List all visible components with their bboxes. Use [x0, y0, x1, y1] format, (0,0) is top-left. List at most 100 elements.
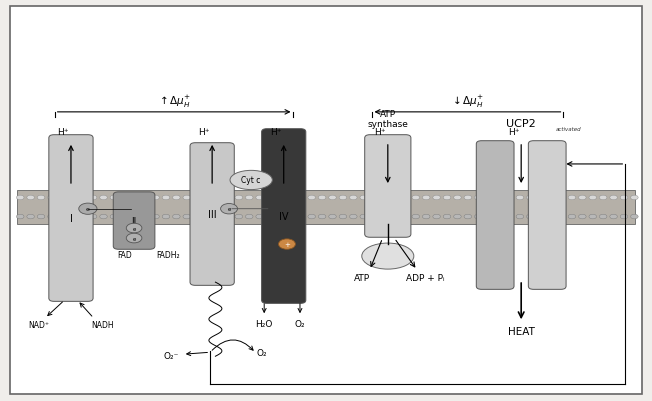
Circle shape	[121, 215, 128, 219]
Circle shape	[89, 215, 97, 219]
Circle shape	[454, 215, 461, 219]
Circle shape	[256, 215, 263, 219]
Circle shape	[27, 215, 35, 219]
Circle shape	[58, 196, 66, 200]
Circle shape	[225, 215, 232, 219]
Circle shape	[443, 215, 451, 219]
Text: III: III	[208, 209, 216, 219]
FancyBboxPatch shape	[49, 136, 93, 302]
Circle shape	[266, 196, 274, 200]
Circle shape	[527, 196, 534, 200]
Circle shape	[630, 215, 638, 219]
Text: e: e	[86, 207, 90, 212]
Circle shape	[547, 196, 555, 200]
Circle shape	[589, 196, 597, 200]
Circle shape	[79, 196, 87, 200]
Text: II: II	[132, 217, 137, 225]
Circle shape	[37, 215, 45, 219]
Text: +: +	[284, 241, 290, 247]
Circle shape	[297, 196, 305, 200]
Circle shape	[516, 215, 524, 219]
Circle shape	[589, 215, 597, 219]
Text: ATP
synthase: ATP synthase	[367, 110, 408, 129]
Circle shape	[454, 196, 461, 200]
Circle shape	[443, 196, 451, 200]
Circle shape	[141, 215, 149, 219]
Circle shape	[496, 196, 503, 200]
Circle shape	[402, 215, 409, 219]
Text: I: I	[70, 213, 72, 223]
FancyBboxPatch shape	[113, 192, 155, 250]
Circle shape	[599, 196, 607, 200]
Text: FAD: FAD	[117, 251, 132, 259]
Circle shape	[276, 215, 284, 219]
Circle shape	[360, 215, 368, 219]
Circle shape	[245, 196, 253, 200]
Circle shape	[599, 215, 607, 219]
Circle shape	[183, 196, 190, 200]
Text: e: e	[132, 236, 136, 241]
Circle shape	[194, 196, 201, 200]
Circle shape	[620, 196, 628, 200]
Circle shape	[68, 196, 76, 200]
Ellipse shape	[230, 171, 273, 190]
Text: O₂⁻: O₂⁻	[164, 351, 179, 360]
Circle shape	[506, 196, 513, 200]
Text: NAD⁺: NAD⁺	[28, 320, 49, 329]
Circle shape	[475, 215, 482, 219]
Circle shape	[422, 196, 430, 200]
Circle shape	[48, 196, 55, 200]
Ellipse shape	[362, 243, 414, 269]
Circle shape	[287, 196, 295, 200]
Circle shape	[537, 196, 544, 200]
Circle shape	[464, 215, 471, 219]
Circle shape	[68, 215, 76, 219]
Circle shape	[433, 196, 440, 200]
Circle shape	[89, 196, 97, 200]
Bar	[17, 190, 635, 225]
Circle shape	[126, 224, 142, 233]
Text: UCP2: UCP2	[507, 119, 536, 129]
Text: FADH₂: FADH₂	[156, 251, 180, 259]
Circle shape	[131, 215, 138, 219]
Text: e: e	[132, 226, 136, 231]
Circle shape	[610, 196, 617, 200]
Circle shape	[131, 196, 138, 200]
Circle shape	[568, 215, 576, 219]
Circle shape	[245, 215, 253, 219]
Circle shape	[276, 196, 284, 200]
Circle shape	[433, 215, 440, 219]
Circle shape	[578, 215, 586, 219]
Circle shape	[620, 215, 628, 219]
Circle shape	[204, 196, 211, 200]
Circle shape	[204, 215, 211, 219]
Text: e: e	[228, 207, 231, 212]
Text: H₂O: H₂O	[256, 320, 273, 328]
FancyBboxPatch shape	[477, 142, 514, 290]
FancyBboxPatch shape	[190, 143, 234, 286]
Circle shape	[516, 196, 524, 200]
Circle shape	[485, 215, 492, 219]
Circle shape	[121, 196, 128, 200]
Circle shape	[547, 215, 555, 219]
Circle shape	[162, 196, 170, 200]
Circle shape	[349, 196, 357, 200]
Text: H⁺: H⁺	[199, 128, 210, 137]
Circle shape	[370, 215, 378, 219]
Circle shape	[412, 196, 419, 200]
Circle shape	[256, 196, 263, 200]
Text: IV: IV	[279, 211, 288, 221]
Circle shape	[422, 215, 430, 219]
Circle shape	[402, 196, 409, 200]
Circle shape	[391, 196, 399, 200]
Text: activated: activated	[556, 126, 582, 132]
Circle shape	[308, 215, 316, 219]
Circle shape	[496, 215, 503, 219]
Circle shape	[329, 215, 336, 219]
Circle shape	[578, 196, 586, 200]
FancyBboxPatch shape	[364, 136, 411, 238]
Text: NADH: NADH	[91, 320, 113, 329]
Circle shape	[339, 196, 347, 200]
Circle shape	[297, 215, 305, 219]
Circle shape	[162, 215, 170, 219]
